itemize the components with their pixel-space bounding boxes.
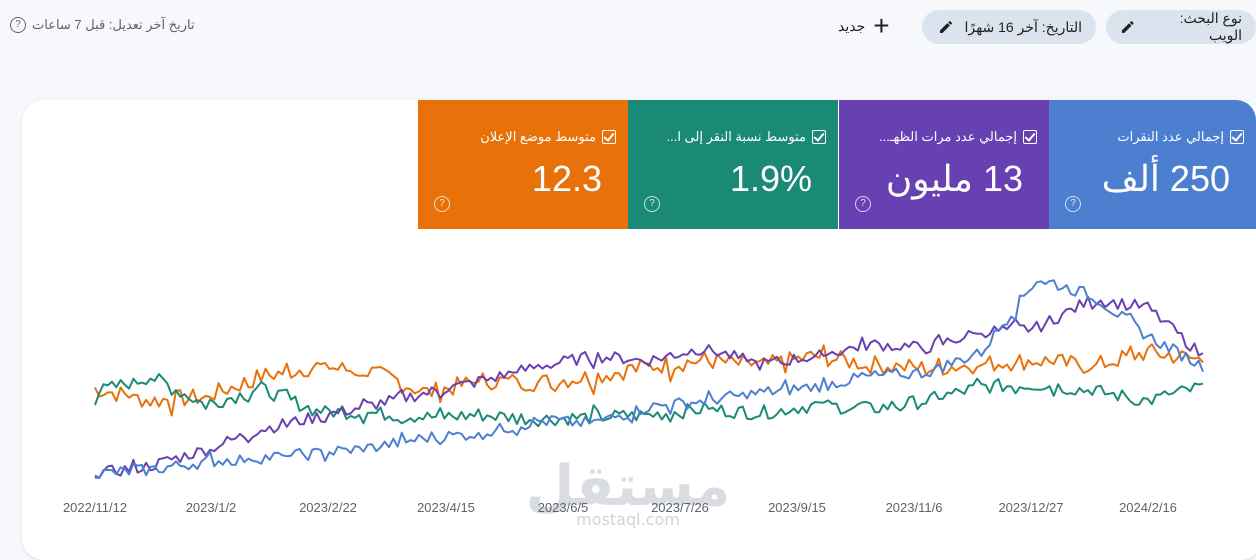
series-line-إجمالي عدد مرات الظهـ...: [94, 295, 1204, 479]
series-line-إجمالي عدد النقرات: [94, 279, 1204, 479]
metric-card-clicks[interactable]: إجمالي عدد النقرات 250 ألف ?: [1049, 100, 1256, 229]
x-tick-label: 2023/9/15: [768, 500, 826, 515]
metric-card-ctr[interactable]: متوسط نسبة النقر إلى ا... 1.9% ?: [628, 100, 838, 229]
performance-line-chart: مستقل mostaql.com 2022/11/12 2023/1/2 2023…: [63, 279, 1204, 529]
metric-header: إجمالي عدد مرات الظهـ...: [879, 129, 1037, 145]
series-line-متوسط موضع الإعلان: [94, 343, 1204, 417]
x-tick-label: 2023/12/27: [998, 500, 1063, 515]
x-tick-label: 2023/7/26: [651, 500, 709, 515]
metric-label: متوسط نسبة النقر إلى ا...: [666, 129, 807, 144]
metric-header: إجمالي عدد النقرات: [1117, 129, 1244, 145]
x-tick-label: 2023/2/22: [299, 500, 357, 515]
help-icon[interactable]: ?: [1065, 196, 1081, 212]
watermark-latin: mostaql.com: [576, 510, 680, 529]
series-line-متوسط نسبة النقر إلى ا...: [94, 373, 1204, 428]
metric-value: 12.3: [531, 158, 602, 199]
x-tick-label: 2023/4/15: [417, 500, 475, 515]
watermark-arabic: مستقل: [526, 454, 731, 519]
checkbox-checked-icon[interactable]: [602, 130, 616, 144]
metric-label: إجمالي عدد النقرات: [1117, 129, 1224, 144]
search-type-filter-chip[interactable]: نوع البحث: الويب: [1106, 10, 1256, 44]
date-filter-chip[interactable]: التاريخ: آخر 16 شهرًا: [922, 10, 1096, 44]
metric-value: 1.9%: [729, 158, 812, 199]
metric-label: متوسط موضع الإعلان: [480, 129, 596, 144]
metric-label: إجمالي عدد مرات الظهـ...: [879, 129, 1017, 144]
x-tick-label: 2023/6/5: [538, 500, 589, 515]
help-icon[interactable]: ?: [855, 196, 871, 212]
metric-card-position[interactable]: متوسط موضع الإعلان 12.3 ?: [418, 100, 628, 229]
checkbox-checked-icon[interactable]: [1230, 130, 1244, 144]
watermark: مستقل mostaql.com: [526, 454, 731, 529]
new-filter-button[interactable]: جديد +: [838, 12, 890, 40]
metric-header: متوسط موضع الإعلان: [480, 129, 616, 145]
x-axis: 2022/11/12 2023/1/2 2023/2/22 2023/4/15 2023…: [63, 500, 1177, 515]
metric-header: متوسط نسبة النقر إلى ا...: [666, 129, 826, 145]
search-type-filter-label: نوع البحث: الويب: [1179, 10, 1242, 43]
last-updated: تاريخ آخر تعديل: قبل 7 ساعات ?: [10, 17, 195, 33]
checkbox-checked-icon[interactable]: [812, 130, 826, 144]
help-icon[interactable]: ?: [434, 196, 450, 212]
x-tick-label: 2023/1/2: [186, 500, 237, 515]
x-tick-label: 2024/2/16: [1119, 500, 1177, 515]
chart-lines: [94, 279, 1204, 479]
plus-icon: +: [873, 10, 890, 41]
last-updated-text: تاريخ آخر تعديل: قبل 7 ساعات: [32, 17, 195, 32]
metric-card-impressions[interactable]: إجمالي عدد مرات الظهـ... 13 مليون ?: [839, 100, 1049, 229]
checkbox-checked-icon[interactable]: [1023, 130, 1037, 144]
metric-value: 250 ألف: [1101, 158, 1230, 199]
pencil-icon: [940, 20, 953, 33]
metric-value: 13 مليون: [885, 158, 1023, 199]
pencil-icon: [1121, 21, 1134, 33]
x-tick-label: 2023/11/6: [886, 500, 943, 515]
x-tick-label: 2022/11/12: [63, 500, 127, 515]
new-filter-label: جديد: [838, 17, 866, 34]
help-icon[interactable]: ?: [644, 196, 660, 212]
help-icon[interactable]: ?: [10, 17, 26, 33]
date-filter-label: التاريخ: آخر 16 شهرًا: [964, 18, 1082, 35]
